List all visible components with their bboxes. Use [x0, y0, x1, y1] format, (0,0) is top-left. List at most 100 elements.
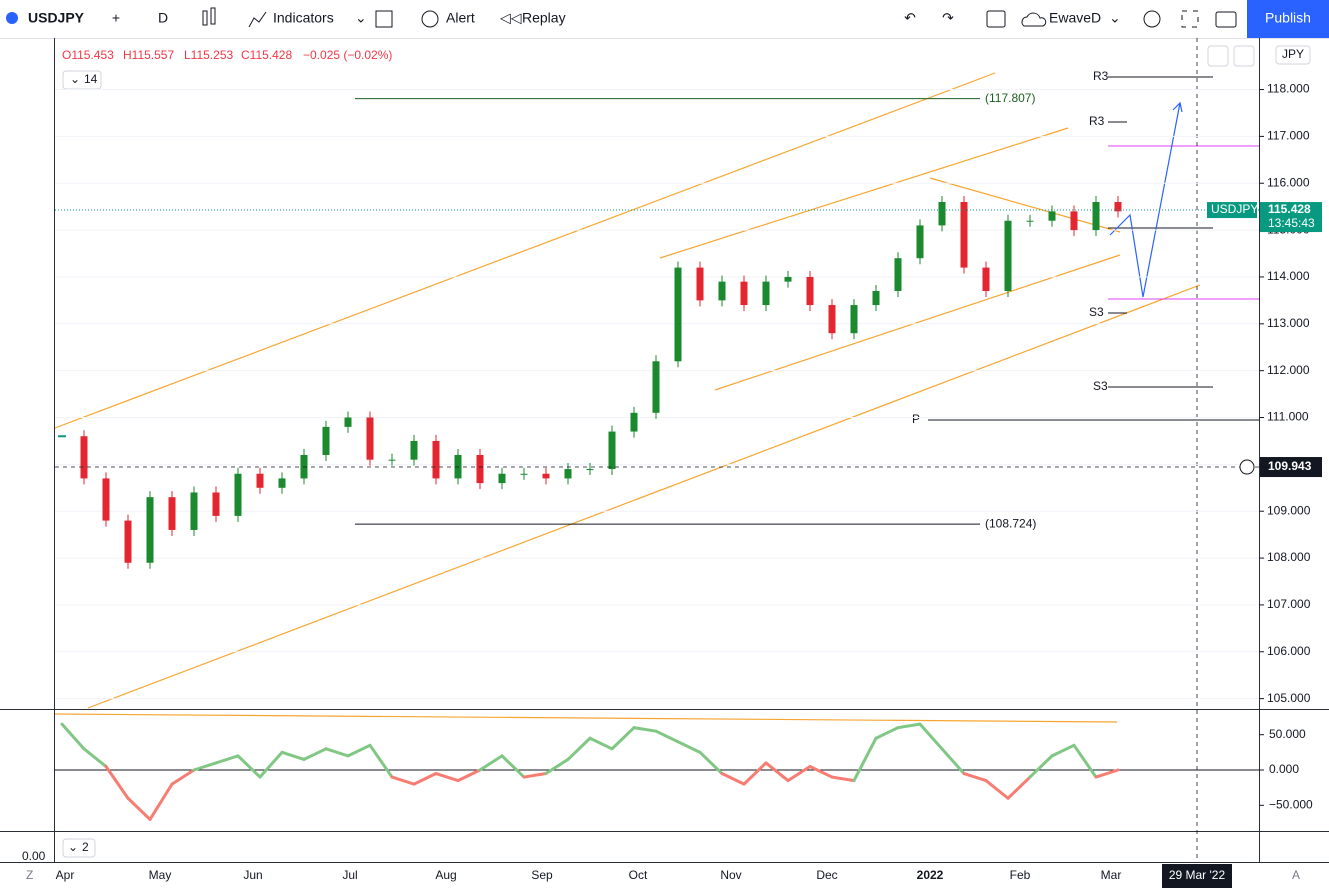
countdown: 13:45:43	[1268, 216, 1315, 230]
candle-body	[718, 281, 726, 301]
timezone-toggle[interactable]: Z	[26, 868, 33, 882]
y-tick-label: 112.000	[1267, 363, 1310, 377]
osc-segment	[1050, 743, 1076, 758]
add-symbol[interactable]: +	[112, 10, 120, 26]
candle-body	[102, 478, 110, 521]
candle-body	[124, 520, 132, 563]
candle-body	[388, 459, 396, 461]
osc-segment	[830, 775, 856, 783]
y-tick-label: 117.000	[1267, 129, 1310, 143]
candle-body	[630, 412, 638, 432]
publish-bg[interactable]	[1247, 0, 1329, 38]
fullscreen-toggle[interactable]	[986, 10, 1006, 28]
osc-segment	[566, 736, 592, 761]
candle-body	[256, 473, 264, 488]
osc-segment	[786, 764, 812, 783]
length-box[interactable]	[62, 838, 96, 858]
candle-body	[146, 497, 154, 563]
candle-body	[1114, 201, 1122, 212]
interval[interactable]: D	[158, 10, 168, 26]
price-label: 115.428	[1268, 202, 1311, 216]
indicators-icon	[248, 11, 267, 28]
publish-button[interactable]: Publish	[1265, 10, 1311, 26]
osc-segment	[456, 768, 482, 783]
currency: JPY	[1282, 47, 1304, 61]
y-tick-label: 105.000	[1267, 691, 1311, 705]
candle-body	[894, 258, 902, 292]
layouts-icon[interactable]	[375, 10, 393, 28]
osc-segment	[434, 772, 460, 783]
reset-button[interactable]	[1233, 45, 1255, 67]
osc-segment	[280, 750, 306, 761]
candle-body	[982, 267, 990, 292]
candle-body	[740, 281, 748, 306]
y-tick-label: 118.000	[1267, 82, 1310, 96]
candle-body	[278, 478, 286, 488]
candle-body	[696, 267, 704, 301]
snapshot[interactable]	[1215, 11, 1237, 28]
osc-segment	[588, 736, 614, 751]
candle-body	[410, 440, 418, 460]
scroll-button[interactable]	[1207, 45, 1229, 67]
indicators-button[interactable]: Indicators	[273, 10, 334, 26]
pivot-label: S3	[1093, 379, 1108, 393]
osc-segment	[192, 761, 218, 772]
osc-segment	[984, 779, 1010, 800]
candle-body	[916, 225, 924, 259]
osc-segment	[82, 747, 108, 768]
ohlc-close: C115.428	[241, 48, 292, 62]
osc-segment	[1028, 754, 1054, 779]
symbol[interactable]: USDJPY	[28, 10, 85, 26]
x-tick-label: Nov	[720, 868, 741, 882]
crosshair-plus	[1239, 459, 1255, 475]
osc-segment	[1006, 775, 1032, 800]
osc-segment	[918, 722, 944, 751]
currency-box[interactable]	[1275, 45, 1311, 65]
cursor-date-bg	[1162, 864, 1232, 888]
candle-body	[652, 361, 660, 413]
osc-segment	[1094, 768, 1120, 779]
alert-button[interactable]: Alert	[446, 10, 475, 26]
redo[interactable]: ↷	[942, 10, 954, 26]
y-tick-label: −50.000	[1269, 797, 1313, 811]
candle-body	[344, 417, 352, 427]
osc-segment	[808, 764, 834, 779]
x-tick-label: Feb	[1010, 868, 1031, 882]
arrow: ⌄	[70, 72, 80, 86]
replay-button[interactable]: Replay	[522, 10, 566, 26]
settings[interactable]	[1143, 10, 1161, 28]
level-label: (117.807)	[985, 91, 1035, 105]
osc-segment	[478, 754, 504, 772]
x-tick-label: Apr	[56, 868, 75, 882]
cloud-icon	[1021, 12, 1047, 27]
osc-segment	[1072, 743, 1098, 779]
candle-body	[80, 436, 88, 479]
candle-icon[interactable]	[202, 10, 208, 26]
change: −0.025 (−0.02%)	[303, 48, 392, 62]
undo[interactable]: ↶	[904, 10, 916, 26]
x-tick-label: Oct	[629, 868, 648, 882]
x-tick-label: May	[149, 868, 172, 882]
osc-segment	[610, 726, 636, 751]
candle-body	[1004, 220, 1012, 292]
auto-toggle[interactable]: A	[1292, 868, 1300, 882]
dropdown[interactable]: ⌄	[1109, 10, 1121, 26]
y-tick-label: 113.000	[1267, 316, 1310, 330]
osc-segment	[368, 743, 394, 779]
dropdown[interactable]: ⌄	[355, 10, 367, 26]
y-tick-label: 0.000	[1269, 762, 1299, 776]
candle-body	[190, 492, 198, 530]
fullscreen[interactable]	[1181, 10, 1199, 28]
osc-segment	[236, 754, 262, 779]
osc-segment	[214, 754, 240, 765]
osc-segment	[258, 750, 284, 779]
candle-body	[498, 473, 506, 484]
osc-segment	[346, 743, 372, 758]
flag-icon	[6, 12, 18, 24]
layout-name[interactable]: EwaveD	[1049, 10, 1101, 26]
alert-icon	[421, 10, 439, 28]
length-box[interactable]	[62, 70, 102, 90]
candle-body	[850, 305, 858, 334]
price-badge	[1260, 202, 1322, 233]
